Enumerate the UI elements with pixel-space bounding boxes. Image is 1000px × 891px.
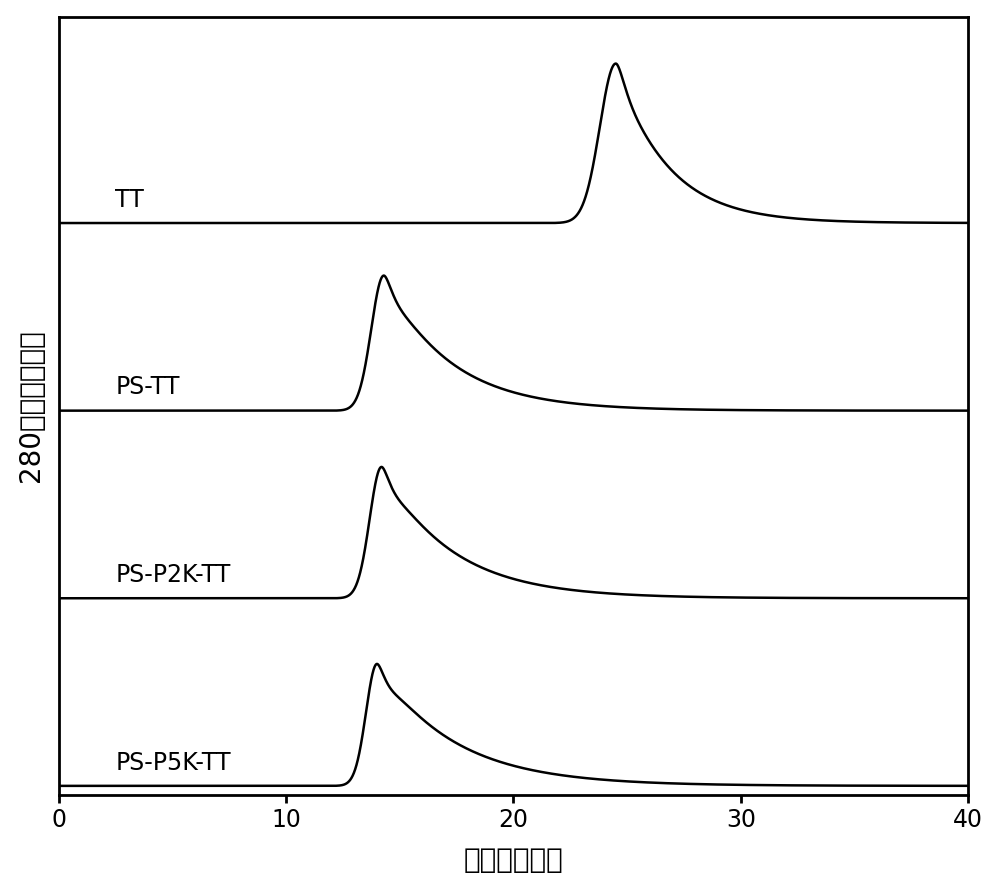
Text: TT: TT (115, 188, 144, 212)
Text: PS-P5K-TT: PS-P5K-TT (115, 750, 231, 774)
Y-axis label: 280纳米的光吸收: 280纳米的光吸收 (17, 330, 45, 482)
X-axis label: 时间（分钟）: 时间（分钟） (464, 846, 563, 874)
Text: PS-P2K-TT: PS-P2K-TT (115, 563, 231, 587)
Text: PS-TT: PS-TT (115, 375, 180, 399)
